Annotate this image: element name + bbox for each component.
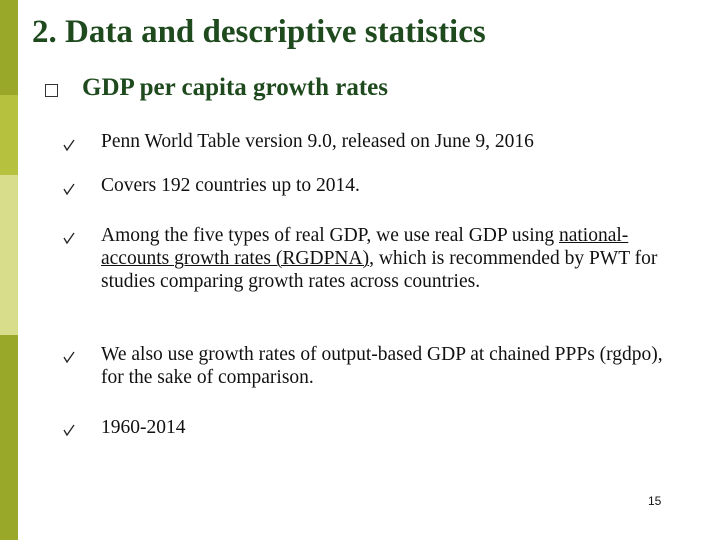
bullet: Penn World Table version 9.0, released o… (101, 131, 534, 152)
title: 2. Data and descriptive statistics (32, 14, 486, 50)
check-icon (63, 183, 75, 196)
check-icon (63, 351, 75, 364)
side-strip (0, 175, 18, 335)
bullet: Covers 192 countries up to 2014. (101, 175, 360, 196)
check-icon (63, 424, 75, 437)
check-icon (63, 232, 75, 245)
bullet-text: Among the five types of real GDP, we use… (101, 225, 559, 246)
bullet: We also use growth rates of output-based… (101, 344, 663, 388)
bullet: Among the five types of real GDP, we use… (101, 224, 676, 293)
subtitle: GDP per capita growth rates (82, 74, 388, 101)
side-strip (0, 335, 18, 540)
square-bullet (45, 84, 58, 97)
bullet: 1960-2014 (101, 417, 186, 438)
underlined-text: national-accounts growth rates (RGDPNA) (101, 225, 629, 269)
side-strip (0, 0, 18, 95)
page-number: 15 (648, 494, 662, 508)
check-icon (63, 139, 75, 152)
bullet-text: , which is recommended by PWT for studie… (101, 248, 658, 292)
side-strip (0, 95, 18, 175)
